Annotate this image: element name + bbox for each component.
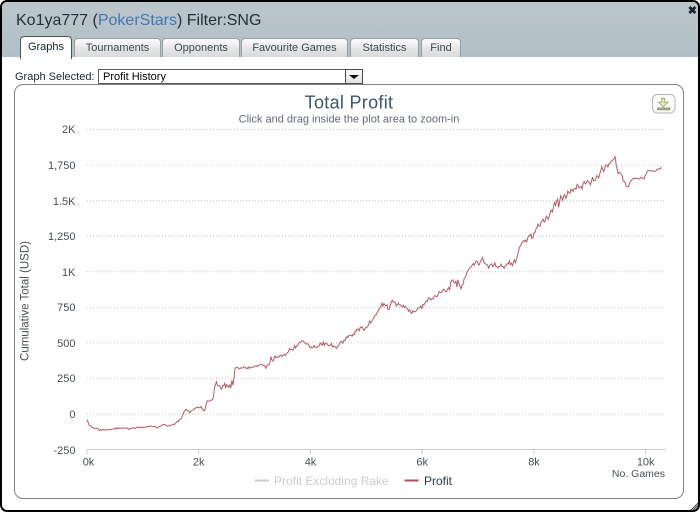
svg-text:8k: 8k: [528, 457, 540, 469]
svg-text:Profit: Profit: [424, 474, 453, 488]
svg-text:500: 500: [57, 338, 75, 350]
svg-text:Profit Excluding Rake: Profit Excluding Rake: [274, 474, 389, 488]
svg-text:Total Profit: Total Profit: [305, 93, 394, 113]
svg-text:10k: 10k: [637, 457, 655, 469]
svg-text:1K: 1K: [62, 267, 76, 279]
svg-text:2K: 2K: [62, 124, 76, 136]
svg-text:2k: 2k: [193, 457, 205, 469]
svg-text:1,250: 1,250: [48, 231, 76, 243]
svg-text:6k: 6k: [416, 457, 428, 469]
svg-text:-250: -250: [53, 445, 75, 457]
svg-text:Cumulative Total (USD): Cumulative Total (USD): [20, 241, 32, 361]
svg-text:0: 0: [69, 409, 75, 421]
svg-text:1,750: 1,750: [48, 160, 76, 172]
svg-text:Click and drag inside the plot: Click and drag inside the plot area to z…: [239, 114, 460, 126]
svg-text:No. Games: No. Games: [612, 468, 665, 480]
svg-text:0k: 0k: [83, 457, 95, 469]
svg-text:1.5K: 1.5K: [53, 196, 76, 208]
svg-text:4k: 4k: [305, 457, 317, 469]
svg-text:750: 750: [57, 302, 75, 314]
svg-text:250: 250: [57, 373, 75, 385]
